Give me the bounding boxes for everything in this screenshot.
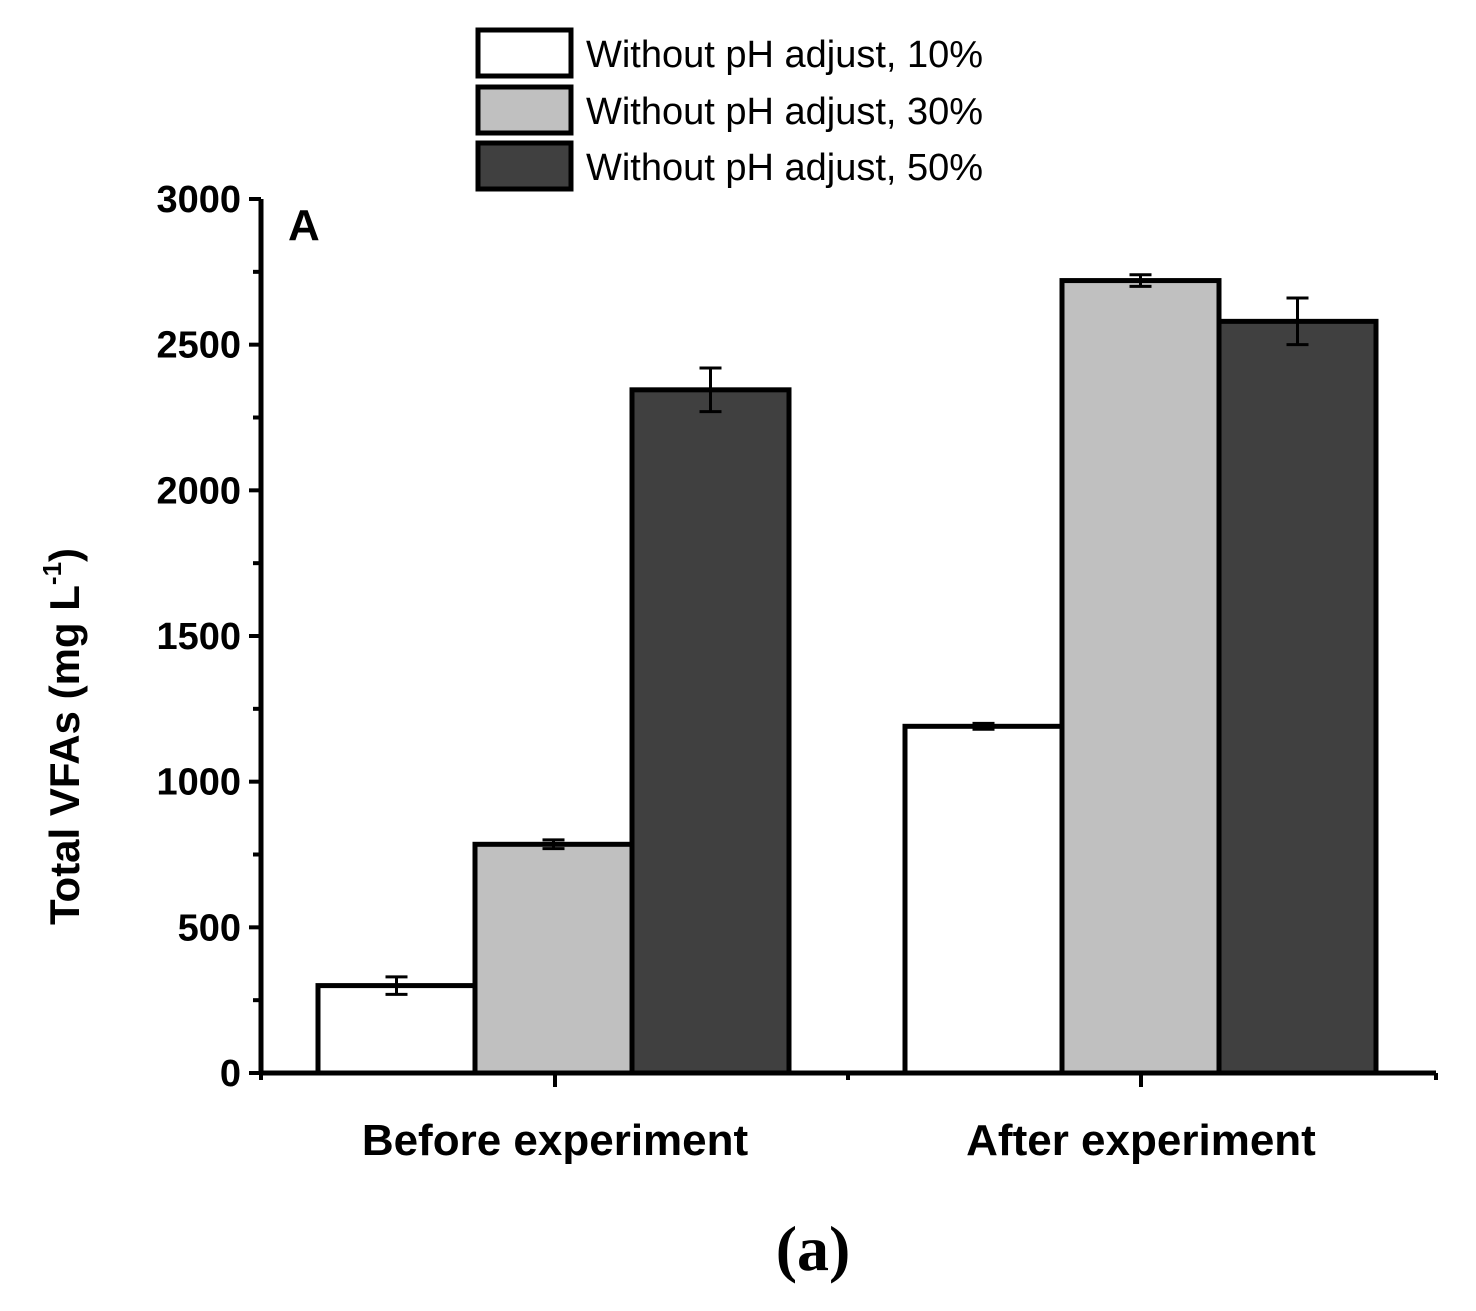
x-category-label: Before experiment [362, 1116, 749, 1165]
figure-caption: (a) [776, 1213, 851, 1284]
bars-group [315, 278, 1379, 1076]
y-tick-label: 1500 [156, 616, 241, 658]
y-axis-title-superscript: -1 [37, 562, 67, 585]
axes: 0 500 1000 1500 2000 2500 3000 Before experimen… [156, 179, 1438, 1165]
panel-label: A [288, 201, 320, 250]
y-tick-label: 0 [220, 1053, 241, 1095]
bar [1216, 318, 1379, 1076]
y-tick-label: 2000 [156, 470, 241, 512]
legend: Without pH adjust, 10% Without pH adjust,… [475, 27, 983, 192]
y-axis-title-main: Total VFAs (mg L [41, 585, 88, 925]
legend-label: Without pH adjust, 10% [586, 34, 983, 76]
legend-swatch [475, 84, 574, 136]
y-tick-label: 3000 [156, 179, 241, 221]
bar [902, 723, 1065, 1076]
y-tick-label: 500 [178, 907, 241, 949]
y-axis-title-suffix: ) [41, 548, 88, 562]
y-tick-label: 1000 [156, 762, 241, 804]
bar [1059, 278, 1222, 1076]
legend-swatch [475, 140, 574, 192]
y-axis-title: Total VFAs (mg L-1) [37, 548, 88, 925]
error-bars-group [385, 273, 1309, 996]
y-tick-label: 2500 [156, 325, 241, 367]
legend-swatch [475, 27, 574, 79]
legend-label: Without pH adjust, 30% [586, 91, 983, 133]
bar [315, 983, 478, 1076]
bar [629, 387, 792, 1076]
x-category-label: After experiment [966, 1116, 1316, 1165]
bar [472, 841, 635, 1076]
legend-label: Without pH adjust, 50% [586, 147, 983, 189]
